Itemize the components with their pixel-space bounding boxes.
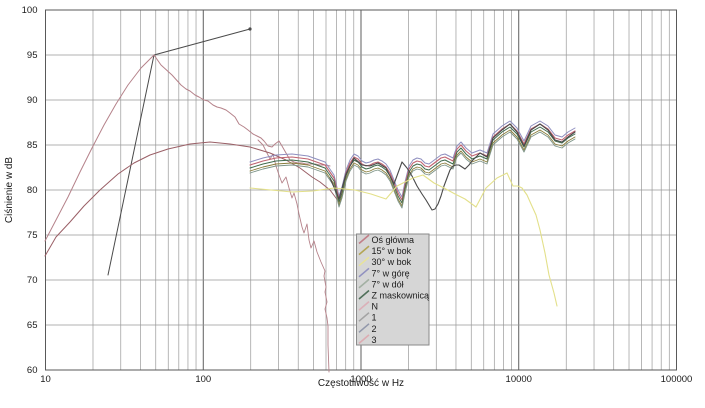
svg-text:100: 100 [195,374,211,385]
svg-text:Z maskownicą: Z maskownicą [372,291,430,301]
svg-text:100000: 100000 [661,374,693,385]
svg-text:2: 2 [372,324,377,334]
svg-text:30° w bok: 30° w bok [372,257,412,267]
svg-text:N: N [372,302,379,312]
svg-text:60: 60 [27,365,38,376]
svg-text:1: 1 [372,313,377,323]
svg-text:100: 100 [22,5,38,16]
svg-text:3: 3 [372,335,377,345]
svg-text:85: 85 [27,140,38,151]
svg-text:Częstotliwość w Hz: Częstotliwość w Hz [318,378,404,389]
svg-text:15° w bok: 15° w bok [372,246,412,256]
svg-text:70: 70 [27,275,38,286]
svg-text:10000: 10000 [506,374,532,385]
svg-text:90: 90 [27,95,38,106]
svg-text:80: 80 [27,185,38,196]
svg-text:75: 75 [27,230,38,241]
svg-text:Oś główna: Oś główna [372,235,415,245]
svg-text:7° w górę: 7° w górę [372,268,410,278]
svg-text:7° w dół: 7° w dół [372,279,404,289]
svg-text:65: 65 [27,320,38,331]
svg-text:95: 95 [27,50,38,61]
svg-text:Ciśnienie w dB: Ciśnienie w dB [4,157,15,223]
svg-text:10: 10 [40,374,51,385]
